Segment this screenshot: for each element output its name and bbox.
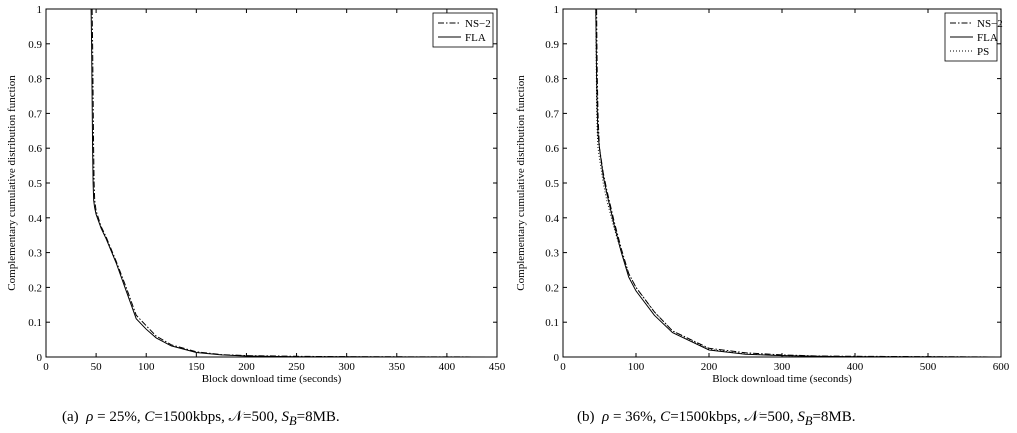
caption-c-value: =1500kbps, <box>154 409 229 425</box>
x-tick-label: 400 <box>847 361 864 373</box>
caption-n-value: =500, <box>243 409 282 425</box>
caption-n-value: =500, <box>758 409 798 425</box>
y-tick-label: 0.8 <box>28 74 42 86</box>
x-tick-label: 50 <box>91 361 103 373</box>
legend-label: FLA <box>977 32 998 44</box>
x-tick-label: 200 <box>701 361 718 373</box>
caption-rho-symbol: ρ <box>602 409 610 425</box>
y-tick-label: 0.7 <box>28 108 42 120</box>
caption-rho-value: = 25%, <box>93 409 145 425</box>
y-tick-label: 0.7 <box>545 108 559 120</box>
x-tick-label: 450 <box>489 361 506 373</box>
x-tick-label: 100 <box>138 361 155 373</box>
y-tick-label: 0.1 <box>28 317 42 329</box>
caption-label: (b) <box>577 409 595 425</box>
y-tick-label: 0.4 <box>545 213 559 225</box>
caption-n-symbol: 𝒩 <box>228 409 244 425</box>
x-tick-label: 600 <box>993 361 1010 373</box>
legend-label: NS−2 <box>465 18 491 30</box>
caption-label: (a) <box>62 409 79 425</box>
series-line-ns2 <box>596 9 1001 357</box>
x-tick-label: 100 <box>628 361 645 373</box>
x-axis-label: Block download time (seconds) <box>202 373 342 385</box>
caption-s-value: =8MB. <box>296 409 340 425</box>
y-tick-label: 0.8 <box>545 74 559 86</box>
y-tick-label: 0.3 <box>545 248 559 260</box>
y-tick-label: 0.6 <box>545 143 559 155</box>
caption-c-value: =1500kbps, <box>670 409 745 425</box>
x-tick-label: 200 <box>238 361 255 373</box>
y-tick-label: 0.5 <box>545 178 559 190</box>
series-line-ps <box>595 9 1001 357</box>
x-tick-label: 500 <box>920 361 937 373</box>
x-tick-label: 350 <box>389 361 406 373</box>
series-line-ns2 <box>91 9 497 357</box>
y-tick-label: 0.2 <box>28 282 42 294</box>
plot-frame <box>45 8 498 358</box>
caption-s-value: =8MB. <box>812 409 856 425</box>
caption-n-symbol: 𝒩 <box>744 409 759 425</box>
y-tick-label: 0.9 <box>545 39 559 51</box>
y-tick-label: 0.6 <box>28 143 42 155</box>
caption-rho-value: = 36%, <box>609 409 661 425</box>
y-tick-label: 0.3 <box>28 248 42 260</box>
y-tick-label: 0.9 <box>28 39 42 51</box>
ccdf-chart-b: 0 100 200 300 400 500 600 0 0.1 0.2 0.3 0.4 0.5 0.6 0.… <box>515 4 1010 385</box>
y-tick-label: 0 <box>37 352 43 364</box>
y-tick-label: 0.4 <box>28 213 42 225</box>
caption-s-symbol: S <box>797 409 805 425</box>
y-tick-label: 1 <box>37 4 43 16</box>
legend-box <box>432 12 494 48</box>
x-tick-label: 300 <box>774 361 791 373</box>
y-tick-label: 0.2 <box>545 282 559 294</box>
series-line-fla <box>90 9 497 357</box>
legend-label: PS <box>977 46 989 58</box>
y-tick-label: 0 <box>554 352 560 364</box>
x-tick-label: 400 <box>439 361 456 373</box>
y-axis-label: Complementary cumulative distribution fu… <box>6 75 18 291</box>
series-line-fla <box>595 9 1001 357</box>
chart-panel-b: 0 100 200 300 400 500 600 0 0.1 0.2 0.3 0.4 0.5 0.6 0.… <box>509 0 1017 433</box>
caption-rho-symbol: ρ <box>86 409 94 425</box>
caption-a: (a) ρ = 25%, C=1500kbps, 𝒩=500, SB=8MB. <box>62 408 340 429</box>
x-tick-label: 250 <box>288 361 305 373</box>
x-tick-label: 150 <box>188 361 205 373</box>
y-tick-label: 0.1 <box>545 317 559 329</box>
x-tick-label: 300 <box>338 361 355 373</box>
ccdf-chart-a: 0 50 100 150 200 250 300 350 400 450 0 0.1 0.2 0.3 0.4… <box>6 4 506 385</box>
chart-panel-a: 0 50 100 150 200 250 300 350 400 450 0 0.1 0.2 0.3 0.4… <box>6 4 506 429</box>
x-tick-label: 0 <box>560 361 566 373</box>
caption-s-symbol: S <box>281 409 289 425</box>
y-tick-label: 0.5 <box>28 178 42 190</box>
caption-b: (b) ρ = 36%, C=1500kbps, 𝒩=500, SB=8MB. <box>577 408 856 429</box>
y-axis-label: Complementary cumulative distribution fu… <box>515 75 527 291</box>
legend-label: FLA <box>465 32 486 44</box>
caption-s-subscript: B <box>804 414 813 428</box>
x-tick-label: 0 <box>43 361 49 373</box>
caption-c-symbol: C <box>660 409 671 425</box>
caption-c-symbol: C <box>144 409 155 425</box>
y-tick-label: 1 <box>554 4 560 16</box>
plot-frame <box>562 8 1002 358</box>
x-axis-label: Block download time (seconds) <box>712 373 852 385</box>
legend-label: NS−2 <box>977 18 1003 30</box>
caption-s-subscript: B <box>288 414 297 428</box>
